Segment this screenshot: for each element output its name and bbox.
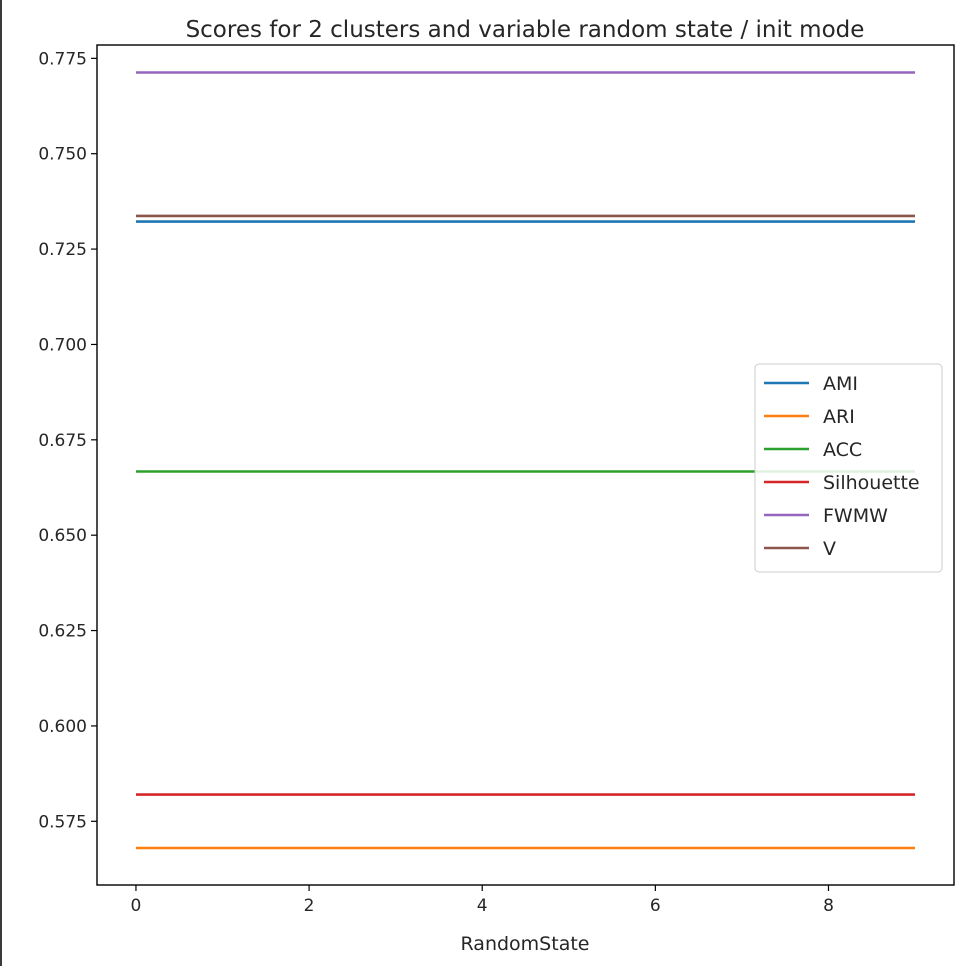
plot-area-frame bbox=[96, 44, 955, 886]
y-tick-label: 0.700 bbox=[38, 335, 87, 355]
y-tick-label: 0.750 bbox=[38, 145, 87, 165]
y-tick-label: 0.725 bbox=[38, 240, 87, 260]
legend-label-acc: ACC bbox=[823, 439, 862, 461]
legend-frame bbox=[754, 363, 943, 573]
y-axis: 0.575 0.600 0.625 0.650 0.675 0.700 0.725 0.750… bbox=[38, 49, 97, 832]
legend-label-silhouette: Silhouette bbox=[823, 472, 920, 494]
legend-label-v: V bbox=[823, 538, 836, 560]
x-axis-label: RandomState bbox=[461, 933, 590, 955]
legend: AMI ARI ACC Silhouette FWMW V bbox=[754, 363, 943, 573]
y-tick-label: 0.600 bbox=[38, 717, 87, 737]
y-tick-label: 0.675 bbox=[38, 431, 87, 451]
legend-label-ari: ARI bbox=[823, 406, 855, 428]
y-tick-label: 0.575 bbox=[38, 812, 87, 832]
x-tick-label: 4 bbox=[477, 896, 488, 916]
y-tick-label: 0.650 bbox=[38, 526, 87, 546]
y-tick-label: 0.625 bbox=[38, 622, 87, 642]
x-tick-label: 2 bbox=[304, 896, 315, 916]
x-tick-label: 8 bbox=[823, 896, 834, 916]
figure-left-border bbox=[0, 0, 2, 966]
x-tick-label: 0 bbox=[131, 896, 142, 916]
y-tick-label: 0.775 bbox=[38, 49, 87, 69]
legend-label-fwmw: FWMW bbox=[823, 505, 888, 527]
x-tick-label: 6 bbox=[650, 896, 661, 916]
x-axis: 0 2 4 6 8 bbox=[131, 885, 834, 916]
series-layer bbox=[136, 71, 915, 850]
chart-title: Scores for 2 clusters and variable rando… bbox=[186, 17, 865, 43]
legend-label-ami: AMI bbox=[823, 373, 858, 395]
